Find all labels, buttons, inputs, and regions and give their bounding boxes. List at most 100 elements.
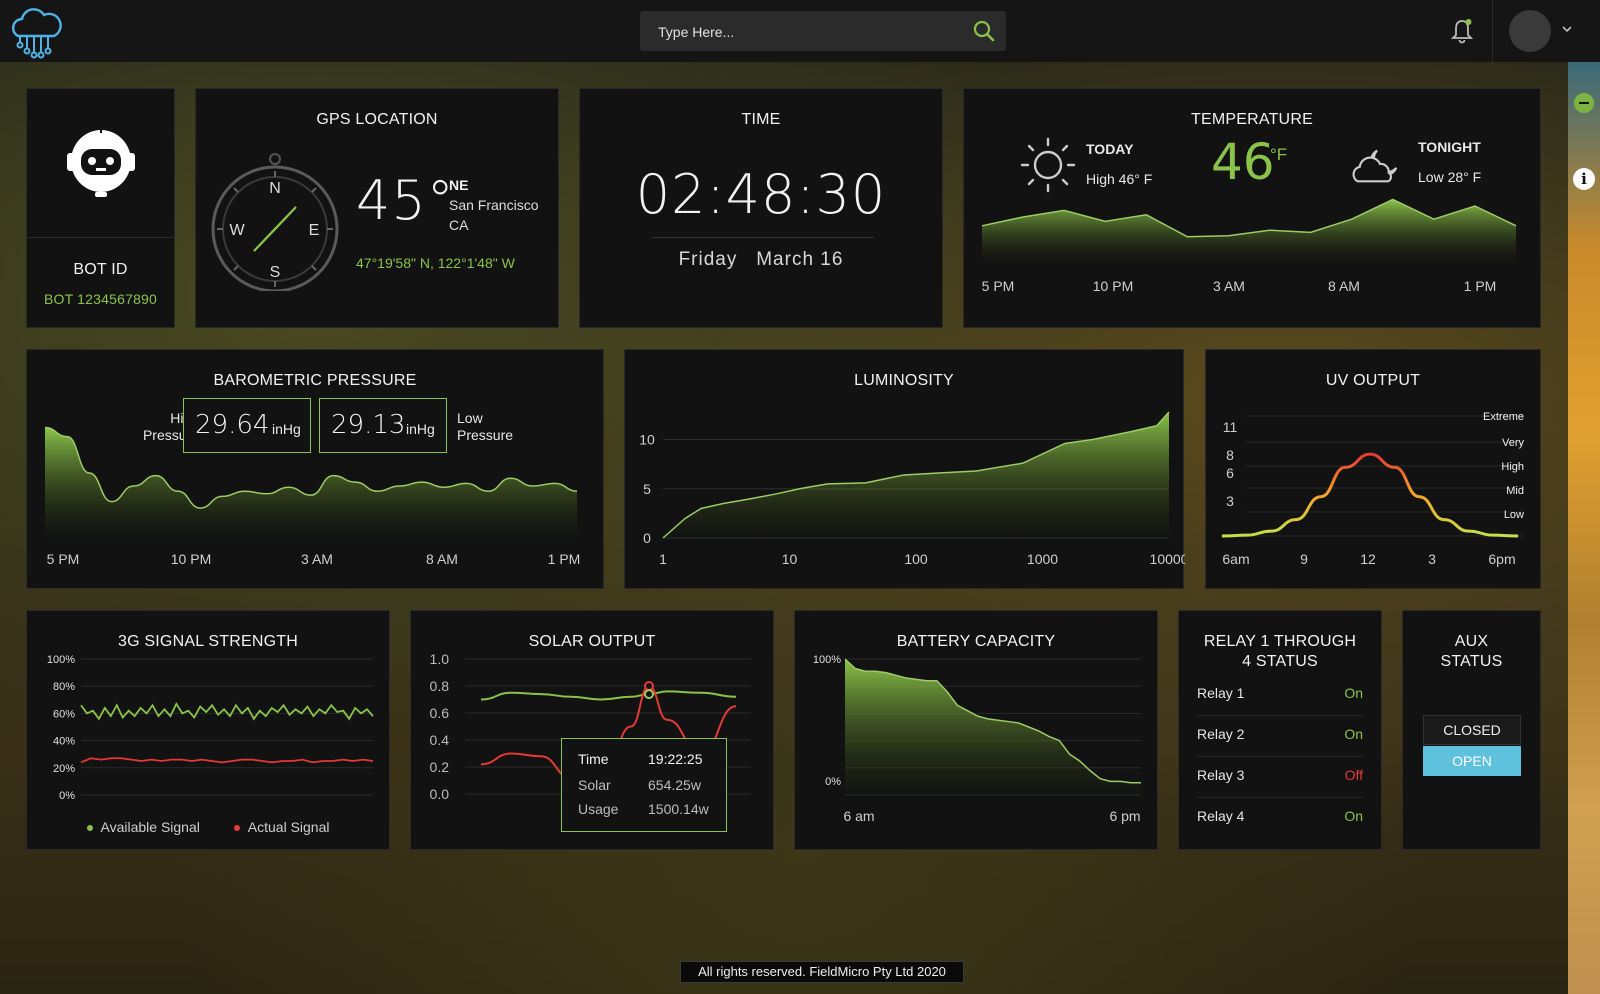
robot-icon [67, 127, 135, 197]
bot-id-value: BOT 1234567890 [43, 291, 158, 307]
pressure-x-tick-4: 1 PM [548, 551, 581, 567]
tooltip-time-value: 19:22:25 [648, 751, 703, 767]
today-label: TODAY [1086, 141, 1134, 157]
relay-2-name: Relay 2 [1197, 726, 1245, 742]
signal-chart: 0% 20% 40% 60% 80% 100% [47, 654, 374, 802]
luminosity-chart: 0 5 10 1 10 100 1000 10000 [639, 411, 1185, 567]
uv-y-tick-1: 6 [1226, 465, 1234, 481]
luminosity-x-tick-4: 10000 [1150, 551, 1185, 567]
relay-row-4[interactable]: Relay 4 On [1197, 798, 1363, 838]
battery-area [845, 659, 1141, 795]
info-icon[interactable]: i [1573, 168, 1595, 190]
battery-x-tick-1: 6 pm [1109, 808, 1140, 824]
aux-closed-button[interactable]: CLOSED [1423, 715, 1521, 745]
relay-2-state: On [1344, 726, 1363, 742]
date-row: Friday March 16 [580, 249, 942, 271]
battery-chart: 100% 0% 6 am 6 pm [813, 654, 1142, 824]
relay-row-3[interactable]: Relay 3 Off [1197, 757, 1363, 798]
uv-x-tick-2: 12 [1360, 551, 1376, 567]
relay-row-1[interactable]: Relay 1 On [1197, 675, 1363, 716]
legend-actual: Actual Signal [247, 819, 330, 835]
battery-capacity-card: BATTERY CAPACITY 100% 0% 6 am 6 pm [794, 610, 1158, 850]
luminosity-x-tick-0: 1 [659, 551, 667, 567]
time-card: TIME 02:48:30 Friday March 16 [579, 88, 943, 328]
high-pressure-unit: inHg [272, 421, 301, 437]
pressure-x-tick-3: 8 AM [426, 551, 458, 567]
temperature-area [982, 199, 1516, 261]
compass-icon: N S W E [211, 153, 339, 291]
luminosity-title: LUMINOSITY [854, 372, 954, 389]
relay-title-1: RELAY 1 THROUGH [1203, 633, 1357, 650]
solar-usage-marker [644, 681, 654, 691]
luminosity-x-tick-1: 10 [782, 551, 798, 567]
uv-x-tick-4: 6pm [1488, 551, 1515, 567]
battery-line [844, 658, 1141, 784]
gps-coords: 47°19'58" N, 122°1'48" W [356, 255, 515, 271]
low-pressure-unit: inHg [406, 421, 435, 437]
search-bar [640, 11, 1006, 53]
luminosity-x-tick-2: 100 [904, 551, 928, 567]
clock-display: 02:48:30 [635, 163, 887, 226]
uv-level-4: Low [1504, 509, 1524, 521]
solar-y-tick-5: 1.0 [430, 651, 450, 667]
uv-level-1: Very [1502, 437, 1525, 449]
tooltip-time-label: Time [578, 751, 609, 767]
pressure-x-tick-0: 5 PM [47, 551, 80, 567]
solar-solar-marker [644, 689, 654, 700]
relay-4-state: On [1344, 808, 1363, 824]
solar-y-tick-3: 0.6 [430, 705, 450, 721]
temperature-x-tick-2: 3 AM [1213, 278, 1245, 294]
compass-w: W [229, 222, 245, 239]
relay-1-state: On [1344, 685, 1363, 701]
solar-title: SOLAR OUTPUT [528, 633, 656, 650]
bot-id-label: BOT ID [73, 261, 128, 278]
aux-open-button[interactable]: OPEN [1423, 746, 1521, 776]
battery-x-tick-0: 6 am [843, 808, 874, 824]
header-divider [1492, 0, 1493, 62]
gps-location-card: GPS LOCATION N S W E 45° NE San Francisc… [195, 88, 559, 328]
temperature-line [981, 198, 1517, 238]
cloud-logo-icon[interactable] [8, 4, 64, 60]
legend-dot-actual [233, 825, 240, 832]
relay-3-name: Relay 3 [1197, 767, 1245, 783]
bot-card-divider [27, 237, 174, 238]
top-bar [0, 0, 1600, 62]
aux-status-card: AUX STATUS CLOSED OPEN [1402, 610, 1541, 850]
low-pressure-value: 29.13 [331, 410, 406, 440]
tooltip-usage-label: Usage [578, 801, 619, 817]
uv-level-0: Extreme [1483, 411, 1524, 423]
luminosity-y-tick-2: 10 [639, 432, 655, 448]
relay-row-2[interactable]: Relay 2 On [1197, 716, 1363, 757]
current-temperature: 46 [1211, 133, 1275, 191]
uv-level-3: Mid [1506, 485, 1524, 497]
compass-n: N [269, 180, 281, 197]
signal-y-tick-2: 40% [53, 736, 75, 748]
signal-series-1-line [80, 757, 374, 764]
low-pressure-box: 29.13 inHg [319, 398, 447, 453]
luminosity-y-tick-0: 0 [643, 530, 651, 546]
uv-output-card: UV OUTPUT 3 6 8 11 Extreme Very High Mid Low 6am 9… [1205, 349, 1541, 589]
pressure-x-tick-2: 3 AM [301, 551, 333, 567]
uv-y-tick-2: 8 [1226, 447, 1234, 463]
bell-icon[interactable] [1450, 18, 1474, 44]
bot-id-card: BOT ID BOT 1234567890 [26, 88, 175, 328]
low-label-2: Pressure [457, 427, 514, 443]
gps-city: San Francisco [449, 197, 539, 213]
temperature-x-tick-4: 1 PM [1464, 278, 1497, 294]
solar-y-tick-2: 0.4 [430, 732, 450, 748]
solar-output-card: SOLAR OUTPUT 0.0 0.2 0.4 0.6 0.8 1.0 Time 19:… [410, 610, 774, 850]
chevron-down-icon[interactable] [1560, 22, 1574, 36]
search-input[interactable] [640, 11, 970, 53]
relay-4-name: Relay 4 [1197, 808, 1245, 824]
solar-tooltip: Time 19:22:25 Solar 654.25w Usage 1500.1… [561, 738, 727, 832]
luminosity-y-tick-1: 5 [643, 481, 651, 497]
collapse-icon[interactable] [1574, 93, 1594, 113]
uv-y-tick-0: 3 [1226, 493, 1234, 509]
footer-copyright: All rights reserved. FieldMicro Pty Ltd … [680, 961, 964, 983]
time-divider [652, 237, 874, 238]
avatar[interactable] [1509, 10, 1551, 52]
uv-x-tick-1: 9 [1300, 551, 1308, 567]
search-icon[interactable] [972, 19, 996, 43]
barometric-pressure-card: BAROMETRIC PRESSURE 5 PM 10 PM 3 AM 8 AM 1 P… [26, 349, 604, 589]
relay-status-card: RELAY 1 THROUGH 4 STATUS Relay 1 On Rela… [1178, 610, 1382, 850]
